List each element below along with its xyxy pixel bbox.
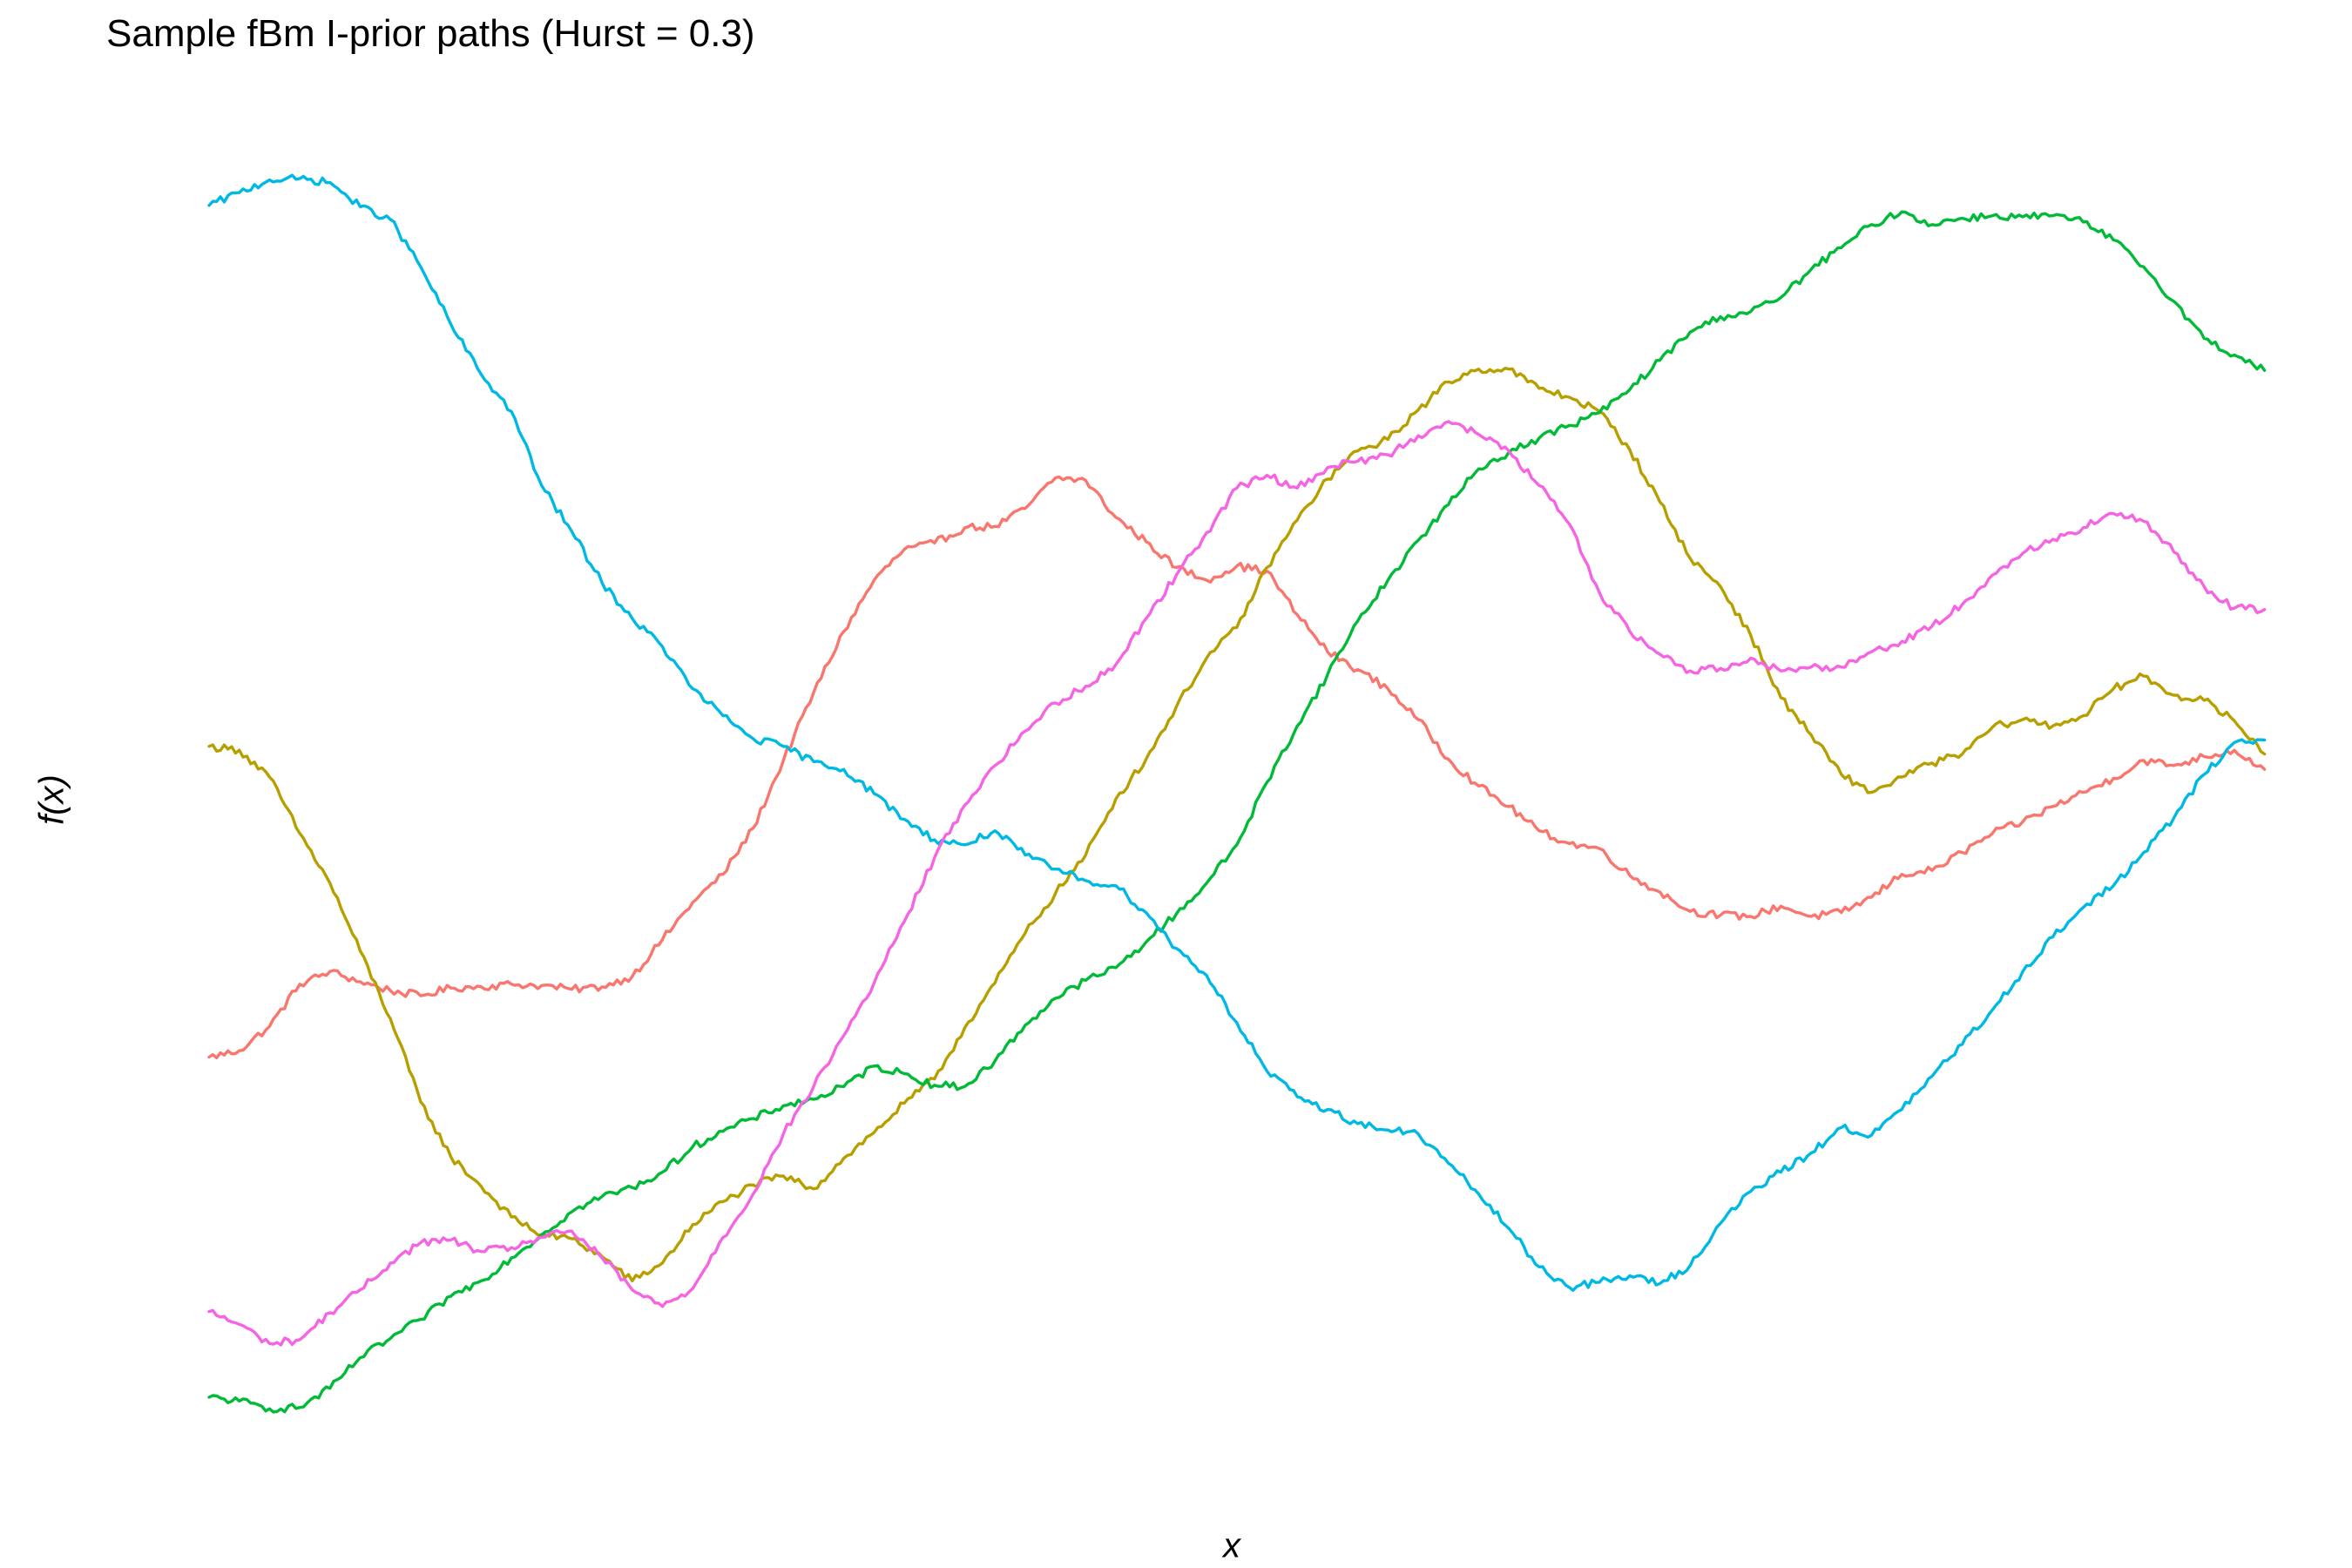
series-line-2 — [207, 367, 2267, 1283]
series-layer — [207, 173, 2267, 1414]
chart-title: Sample fBm I-prior paths (Hurst = 0.3) — [106, 12, 755, 55]
series-line-5 — [207, 420, 2267, 1347]
series-line-1 — [207, 475, 2267, 1059]
x-axis-label: x — [1223, 1526, 1240, 1565]
series-line-4 — [207, 173, 2267, 1292]
series-line-3 — [207, 210, 2267, 1414]
